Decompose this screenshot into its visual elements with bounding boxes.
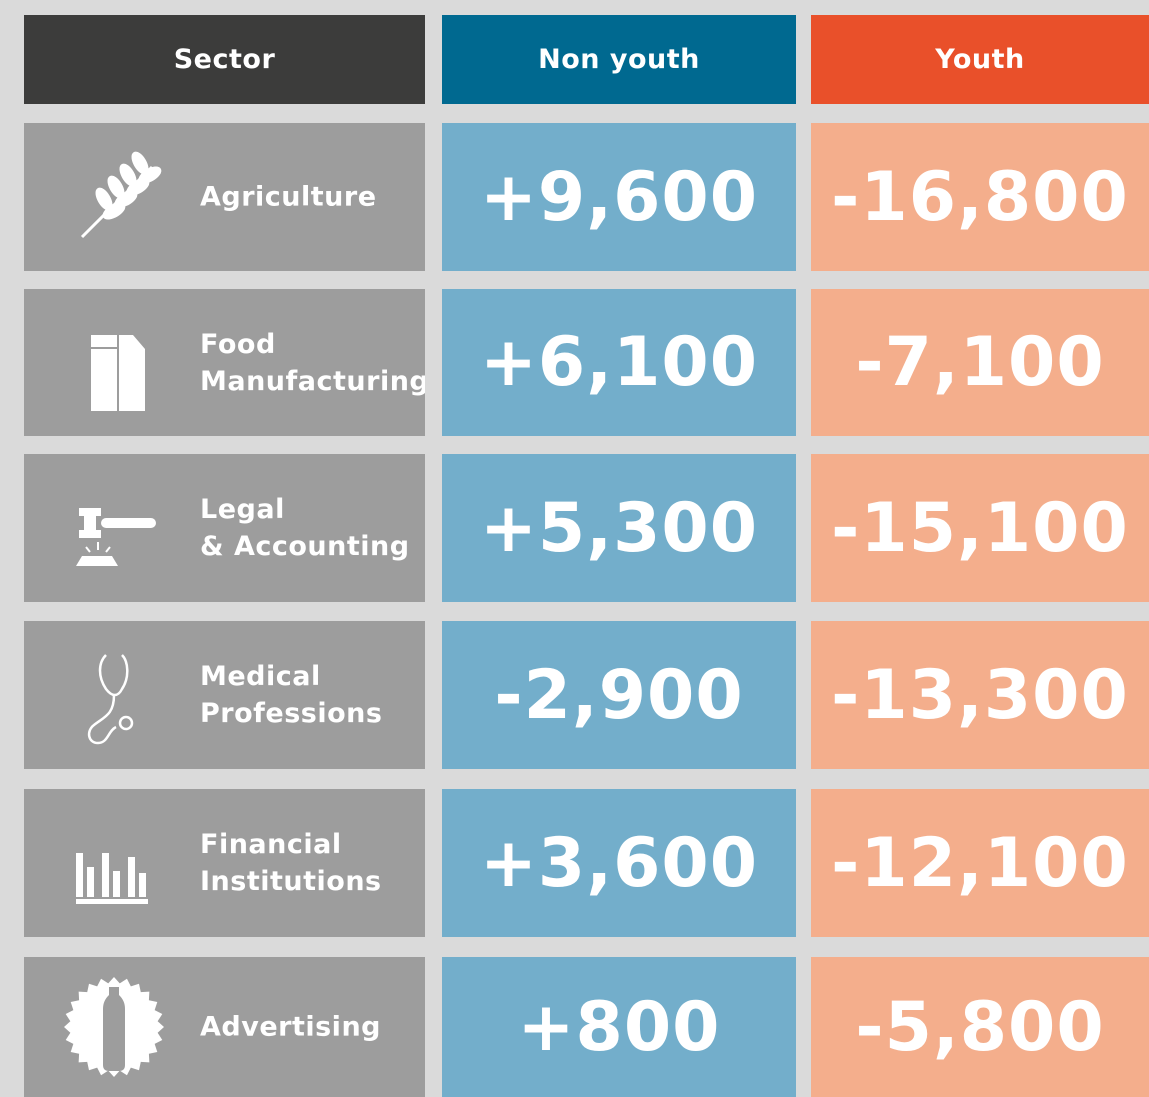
non-youth-value: -2,900 bbox=[442, 621, 796, 769]
non-youth-value: +5,300 bbox=[442, 454, 796, 602]
sector-icon bbox=[91, 334, 145, 411]
non-youth-value: +6,100 bbox=[442, 289, 796, 436]
youth-value: -13,300 bbox=[811, 621, 1149, 769]
sector-label: Legal & Accounting bbox=[200, 491, 410, 565]
sector-label-line: Medical bbox=[200, 661, 321, 692]
sector-icon bbox=[76, 853, 148, 904]
sector-label-line: Food bbox=[200, 328, 276, 360]
header-cell: Non youth bbox=[442, 15, 796, 104]
youth-value: -15,100 bbox=[811, 454, 1149, 602]
sector-label-line: Agriculture bbox=[200, 181, 377, 213]
header-cell: Sector bbox=[24, 15, 425, 104]
sector-cell: Legal & Accounting bbox=[24, 454, 425, 602]
sector-label-line: & Accounting bbox=[200, 531, 410, 562]
sector-icon bbox=[80, 151, 162, 239]
sector-icon bbox=[76, 508, 156, 566]
non-youth-value: +800 bbox=[442, 957, 796, 1097]
sector-cell: Medical Professions bbox=[24, 621, 425, 769]
sector-icon bbox=[87, 654, 134, 745]
sector-cell: Food Manufacturing bbox=[24, 289, 425, 436]
sector-label: Financial Institutions bbox=[200, 826, 382, 900]
youth-value: -16,800 bbox=[811, 123, 1149, 271]
sector-cell: Agriculture bbox=[24, 123, 425, 271]
sector-label: Agriculture bbox=[200, 179, 377, 216]
youth-value: -12,100 bbox=[811, 789, 1149, 937]
non-youth-value: +3,600 bbox=[442, 789, 796, 937]
sector-label: Food Manufacturing bbox=[200, 326, 425, 400]
youth-value: -5,800 bbox=[811, 957, 1149, 1097]
sector-label: Advertising bbox=[200, 1009, 381, 1046]
sector-label-line: Legal bbox=[200, 494, 285, 525]
sector-cell: Advertising bbox=[24, 957, 425, 1097]
sector-label-line: Advertising bbox=[200, 1011, 381, 1043]
sector-label: Medical Professions bbox=[200, 658, 382, 732]
sector-label-line: Financial bbox=[200, 829, 342, 860]
sector-label-line: Manufacturing bbox=[200, 365, 425, 397]
sector-icon bbox=[64, 977, 164, 1077]
sector-label-line: Professions bbox=[200, 698, 383, 729]
sector-cell: Financial Institutions bbox=[24, 789, 425, 937]
header-cell: Youth bbox=[811, 15, 1149, 104]
youth-value: -7,100 bbox=[811, 289, 1149, 436]
non-youth-value: +9,600 bbox=[442, 123, 796, 271]
sector-label-line: Institutions bbox=[200, 866, 382, 897]
